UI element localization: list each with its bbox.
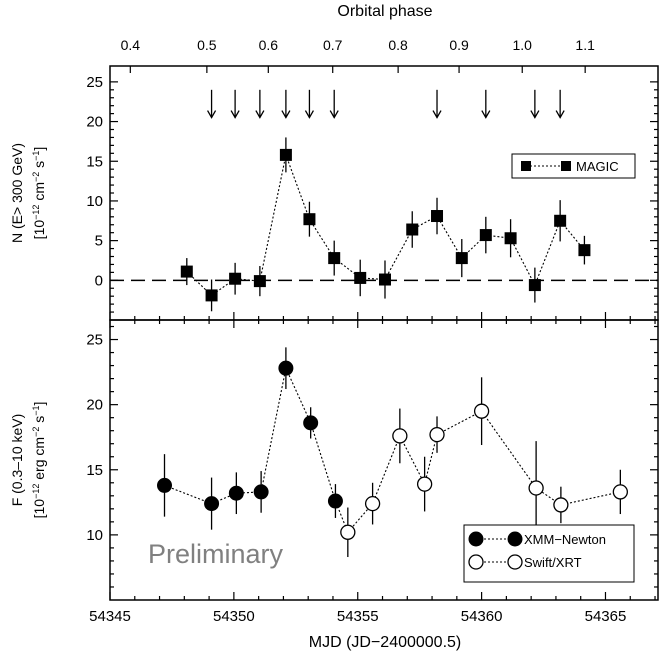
- magic-point: [253, 275, 266, 288]
- magic-point: [279, 148, 292, 161]
- bottom-y-tick-label: 20: [86, 397, 103, 414]
- bottom-panel-frame: [109, 319, 659, 601]
- top-y-label-line2: [10−12 cm−2 s−1]: [31, 147, 47, 240]
- swift-point: [528, 480, 544, 496]
- phase-tick-label: 0.5: [197, 37, 217, 53]
- magic-point: [378, 273, 391, 286]
- bottom-y-axis-units: [10−12 erg cm−2 s−1]: [31, 402, 47, 519]
- swift-point: [429, 426, 445, 443]
- legend-swift-marker-left: [468, 554, 484, 570]
- x-axis-title: MJD (JD−2400000.5): [309, 634, 462, 651]
- magic-point: [180, 265, 193, 278]
- phase-tick-label: 0.6: [259, 37, 279, 53]
- bottom-y-tick-label: 10: [86, 527, 103, 544]
- magic-point: [229, 272, 242, 285]
- swift-point: [340, 524, 356, 540]
- bottom-y-tick-label: 15: [86, 462, 103, 479]
- legend-xmm-marker-left: [468, 531, 484, 547]
- xmm-point: [157, 477, 173, 493]
- bottom-y-tick-label: 25: [86, 332, 103, 349]
- magic-point: [328, 252, 341, 265]
- magic-point: [431, 210, 444, 223]
- top-axis-title: Orbital phase: [337, 3, 432, 20]
- preliminary-annotation: Preliminary: [148, 539, 284, 569]
- swift-point: [364, 495, 381, 512]
- swift-point: [473, 403, 490, 419]
- bottom-y-axis-label: F (0.3–10 keV): [9, 414, 25, 507]
- phase-tick-label: 0.4: [121, 37, 141, 53]
- magic-point: [303, 213, 316, 226]
- xmm-point: [303, 415, 319, 431]
- magic-point: [406, 223, 419, 236]
- upper-limit-arrow-head: [555, 110, 565, 119]
- phase-tick-label: 0.9: [449, 37, 469, 53]
- swift-point: [392, 428, 408, 444]
- upper-limit-arrow-head: [530, 110, 540, 119]
- upper-limit-arrow-head: [329, 110, 339, 119]
- top-y-axis-label: N (E> 300 GeV): [9, 143, 25, 243]
- legend-swift-label: Swift/XRT: [524, 555, 582, 570]
- phase-tick-label: 1.0: [513, 37, 533, 53]
- legend-magic-marker-right: [561, 161, 571, 171]
- magic-point: [354, 271, 367, 284]
- bottom-y-label-line2: [10−12 erg cm−2 s−1]: [31, 402, 47, 519]
- phase-tick-label: 0.7: [323, 37, 343, 53]
- upper-limit-arrow-head: [230, 110, 240, 119]
- magic-point: [205, 289, 218, 302]
- bottom-y-label-line1: F (0.3–10 keV): [9, 414, 25, 507]
- magic-point: [504, 232, 517, 245]
- legend-magic-label: MAGIC: [576, 159, 619, 174]
- upper-limit-arrow-head: [281, 110, 291, 119]
- upper-limit-arrow-head: [481, 110, 491, 119]
- top-y-tick-label: 20: [86, 114, 103, 131]
- x-tick-label: 54345: [89, 608, 131, 625]
- upper-limit-arrow-head: [304, 110, 314, 119]
- top-y-tick-label: 15: [86, 153, 103, 170]
- magic-point: [455, 252, 468, 265]
- legend-magic-box: [511, 153, 636, 179]
- upper-limit-arrow-head: [255, 110, 265, 119]
- legend-xmm-label: XMM−Newton: [524, 532, 606, 547]
- legend-swift-marker-right: [507, 554, 523, 570]
- phase-tick-label: 0.8: [388, 37, 408, 53]
- top-y-axis-units: [10−12 cm−2 s−1]: [31, 147, 47, 240]
- phase-tick-label: 1.1: [575, 37, 595, 53]
- xray-connector: [164, 366, 621, 534]
- top-y-tick-label: 0: [95, 272, 103, 289]
- magic-point: [528, 279, 541, 292]
- top-y-tick-label: 25: [86, 74, 103, 91]
- xmm-point: [228, 485, 244, 501]
- swift-point: [612, 484, 628, 500]
- top-y-label-line1: N (E> 300 GeV): [9, 143, 25, 243]
- xmm-point: [204, 496, 220, 512]
- xmm-point: [278, 360, 294, 376]
- legend-xray: XMM−Newton Swift/XRT: [463, 524, 635, 583]
- top-y-tick-label: 10: [86, 193, 103, 210]
- legend-magic-marker-left: [521, 161, 531, 171]
- x-tick-label: 54360: [461, 608, 503, 625]
- legend-magic: MAGIC: [511, 153, 636, 179]
- x-tick-label: 54355: [337, 608, 379, 625]
- swift-point: [416, 476, 433, 492]
- upper-limit-arrow-head: [432, 110, 442, 119]
- top-y-tick-label: 5: [95, 233, 103, 250]
- swift-point: [553, 497, 569, 513]
- x-tick-label: 54365: [585, 608, 627, 625]
- legend-xmm-marker-right: [507, 531, 523, 547]
- xmm-point: [253, 484, 269, 500]
- legend-xray-box: [463, 524, 635, 583]
- upper-limit-arrow-head: [207, 110, 217, 119]
- magic-point: [578, 244, 591, 257]
- magic-point: [479, 229, 492, 242]
- x-tick-label: 54350: [213, 608, 255, 625]
- magic-point: [554, 214, 567, 227]
- xmm-point: [327, 493, 343, 509]
